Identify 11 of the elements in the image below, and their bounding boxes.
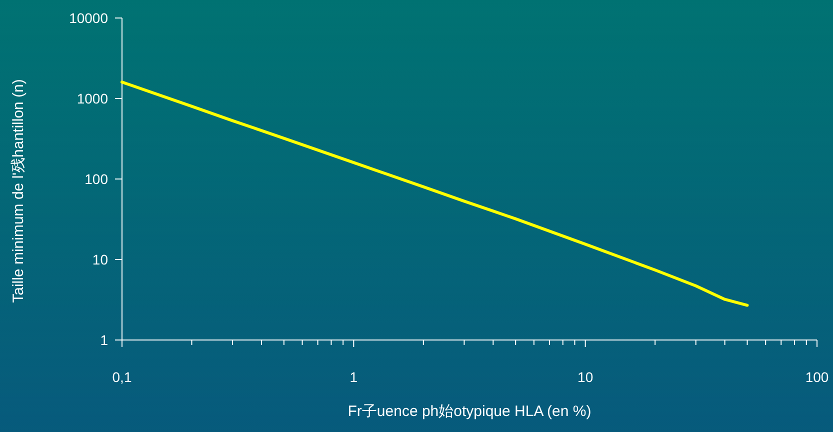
- x-tick-label: 1: [350, 369, 358, 385]
- x-tick-label: 100: [805, 369, 829, 385]
- x-axis-title: Fr子uence ph始otypique HLA (en %): [348, 403, 592, 420]
- y-tick-label: 1: [100, 332, 108, 348]
- y-tick-label: 10000: [69, 10, 108, 26]
- y-tick-label: 100: [84, 171, 108, 187]
- y-tick-label: 10: [92, 252, 108, 268]
- x-tick-label: 0,1: [112, 369, 132, 385]
- x-tick-label: 10: [578, 369, 594, 385]
- y-axis-title: Taille minimum de l'残hantillon (n): [10, 79, 27, 303]
- y-tick-label: 1000: [76, 90, 108, 106]
